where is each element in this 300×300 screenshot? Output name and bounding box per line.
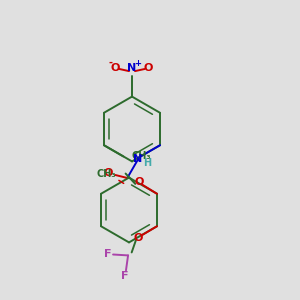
Text: CH₃: CH₃	[132, 152, 152, 161]
Text: O: O	[144, 63, 153, 73]
Text: O: O	[133, 232, 143, 243]
Text: O: O	[104, 169, 113, 178]
Text: CH₃: CH₃	[96, 169, 116, 178]
Text: -: -	[108, 58, 112, 68]
Text: N: N	[133, 154, 142, 164]
Text: N: N	[128, 63, 136, 73]
Text: H: H	[144, 158, 152, 168]
Text: O: O	[134, 177, 144, 188]
Text: +: +	[134, 58, 141, 68]
Text: O: O	[111, 63, 120, 73]
Text: F: F	[104, 249, 111, 259]
Text: F: F	[121, 272, 129, 281]
